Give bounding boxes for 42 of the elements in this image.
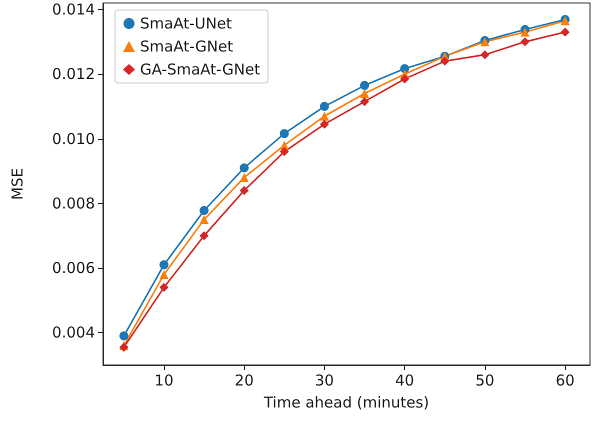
legend-label: SmaAt-UNet <box>140 14 232 32</box>
point <box>320 102 329 111</box>
point <box>200 215 209 224</box>
point <box>159 260 168 270</box>
x-tick-label: 20 <box>234 372 254 390</box>
y-tick-label: 0.008 <box>52 194 95 212</box>
legend-label: GA-SmaAt-GNet <box>140 60 260 78</box>
x-tick-label: 30 <box>314 372 334 390</box>
point <box>119 331 128 340</box>
point <box>200 206 209 215</box>
legend-label: SmaAt-GNet <box>140 38 234 56</box>
point <box>360 97 370 106</box>
point <box>320 112 329 121</box>
x-tick-label: 50 <box>475 372 494 390</box>
point <box>520 37 530 46</box>
y-tick-label: 0.010 <box>52 130 95 148</box>
point <box>240 186 249 195</box>
point <box>560 28 570 37</box>
point <box>400 74 410 84</box>
point <box>320 120 329 129</box>
point <box>240 163 249 172</box>
y-axis-title: MSE <box>8 168 26 200</box>
x-tick-label: 10 <box>154 372 174 390</box>
point <box>480 50 490 60</box>
y-tick-label: 0.014 <box>52 0 95 18</box>
point <box>200 231 209 240</box>
point <box>360 80 370 90</box>
x-tick-label: 40 <box>395 372 414 390</box>
point <box>280 129 289 138</box>
point <box>440 56 450 66</box>
point <box>159 282 168 292</box>
x-tick-label: 60 <box>556 372 575 390</box>
point <box>400 64 410 74</box>
x-axis-title: Time ahead (minutes) <box>262 394 430 412</box>
y-tick-label: 0.006 <box>52 259 95 278</box>
point <box>240 173 249 182</box>
y-tick-label: 0.004 <box>52 324 95 342</box>
point <box>360 89 370 98</box>
point <box>520 28 530 37</box>
y-tick-label: 0.012 <box>52 65 95 84</box>
point <box>280 147 289 156</box>
point <box>159 270 168 279</box>
